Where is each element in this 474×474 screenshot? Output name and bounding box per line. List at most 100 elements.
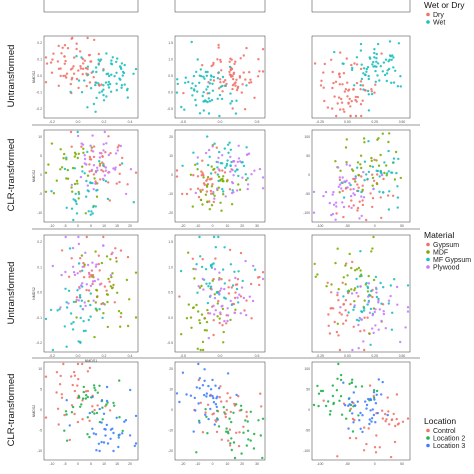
data-point [370,88,373,91]
data-point [65,345,68,348]
data-point [69,130,73,134]
data-point [81,362,84,366]
data-point [372,394,375,398]
data-point [94,389,97,392]
data-point [218,396,221,399]
data-point [360,190,363,194]
data-point [334,160,337,163]
data-point [201,172,204,175]
data-point [96,169,99,172]
data-point [212,168,215,171]
data-point [375,393,378,396]
data-point [96,188,99,192]
data-point [102,69,105,72]
data-point [367,282,371,285]
data-point [228,188,232,191]
x-tick-label: -5 [63,224,66,228]
data-point [387,170,390,173]
data-point [245,146,248,149]
data-point [231,284,235,287]
data-point [75,179,79,183]
data-point [215,405,218,409]
data-point [359,154,363,157]
x-tick-label: 15 [115,224,119,228]
data-point [363,329,366,332]
data-point [330,291,333,294]
data-point [372,235,375,239]
data-point [82,390,86,394]
data-point [316,273,319,276]
y-tick-label: -0.1 [36,316,42,320]
data-point [126,183,129,186]
data-point [93,335,96,339]
data-point [366,177,369,181]
y-tick-label: 0.5 [168,74,173,78]
data-point [372,60,375,64]
data-point [97,262,100,266]
data-point [221,177,224,181]
data-point [363,426,366,429]
data-point [101,418,104,421]
data-point [359,411,362,415]
data-point [107,277,110,281]
data-point [82,320,85,323]
data-point [404,326,407,329]
data-point [71,328,75,331]
data-point [91,405,94,408]
data-point [44,171,48,174]
data-point [371,205,374,209]
data-point [98,308,101,311]
data-point [117,436,121,439]
data-point [190,87,193,90]
data-point [217,175,221,178]
data-point [228,141,231,144]
data-point [346,290,349,293]
data-point [345,417,348,420]
data-point [219,58,222,62]
data-point [327,400,330,403]
data-point [70,257,73,260]
data-point [362,67,366,70]
data-point [206,135,209,138]
data-point [359,269,362,272]
scatter-panel: -0.25 0.00 0.25 0.50 [311,35,411,124]
data-point [195,303,198,307]
data-point [212,396,215,400]
data-point [382,191,385,194]
legend-swatch [426,265,430,269]
data-point [106,442,110,445]
data-point [216,187,219,190]
data-point [354,95,358,99]
data-point [216,166,219,169]
data-point [360,63,363,66]
data-point [85,235,89,239]
data-point [234,283,238,286]
data-point [86,184,90,187]
data-point [208,92,211,95]
data-point [91,261,94,264]
data-point [89,60,93,63]
data-point [194,191,197,195]
data-point [121,432,124,435]
data-point [261,176,265,179]
legend-swatch [426,443,430,448]
data-point [123,63,126,67]
x-tick-label: 0.4 [128,120,133,124]
data-point [228,73,232,76]
data-point [216,315,219,318]
data-point [83,263,86,266]
data-point [362,340,365,343]
data-point [374,69,377,73]
data-point [232,174,235,177]
data-point [212,200,215,204]
data-point [375,389,379,393]
data-point [107,181,110,184]
data-point [237,183,240,186]
x-tick-label: -0.25 [316,354,324,358]
data-point [342,322,345,325]
data-point [374,80,377,84]
data-point [181,371,185,374]
data-point [246,187,249,191]
data-point [372,391,376,394]
data-point [109,258,112,261]
